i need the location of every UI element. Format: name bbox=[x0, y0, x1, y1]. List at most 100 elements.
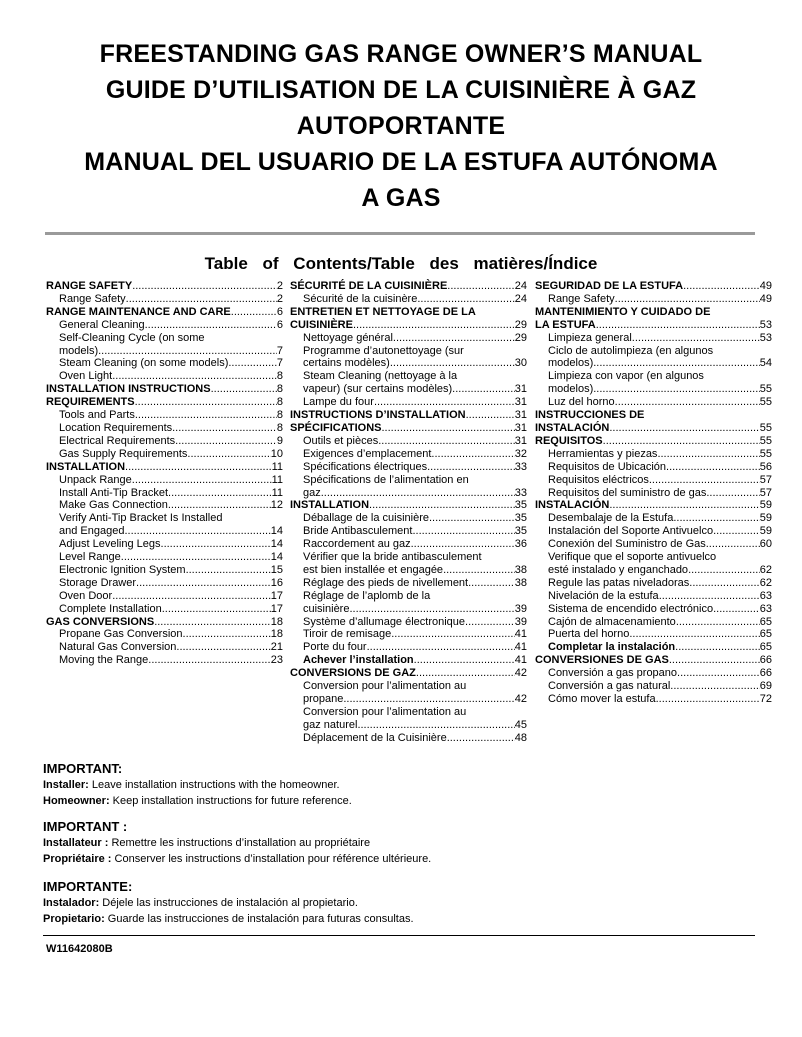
dot-leader bbox=[231, 306, 277, 319]
toc-entry: RANGE SAFETY 2 bbox=[46, 280, 283, 293]
toc-entry: MANTENIMIENTO Y CUIDADO DE bbox=[535, 306, 772, 319]
toc-entry-page: 66 bbox=[759, 667, 772, 680]
toc-entry: esté instalado y enganchado 62 bbox=[535, 564, 772, 577]
toc-entry-page: 48 bbox=[514, 731, 527, 744]
important-heading: IMPORTANT: bbox=[43, 761, 123, 776]
toc-entry-page: 36 bbox=[514, 538, 527, 551]
toc-entry-page: 65 bbox=[759, 628, 772, 641]
important-heading: IMPORTANTE: bbox=[43, 879, 133, 894]
toc-column-french: SÉCURITÉ DE LA CUISINIÈRE24Sécurité de l… bbox=[290, 280, 527, 745]
toc-entry: LA ESTUFA 53 bbox=[535, 319, 772, 332]
dot-leader bbox=[135, 409, 277, 422]
toc-entry-label: ENTRETIEN ET NETTOYAGE DE LA bbox=[290, 305, 476, 318]
toc-entry-page: 32 bbox=[514, 447, 527, 460]
toc-entry-label: Puerta del horno bbox=[548, 628, 630, 641]
toc-entry-label: Electronic Ignition System bbox=[59, 563, 186, 576]
toc-entry: INSTALLATION 35 bbox=[290, 499, 527, 512]
toc-entry: REQUISITOS 55 bbox=[535, 435, 772, 448]
toc-entry-label: modelos) bbox=[548, 357, 594, 370]
dot-leader bbox=[659, 590, 760, 603]
toc-entry: Bride Antibasculement 35 bbox=[290, 525, 527, 538]
toc-entry: Oven Door 17 bbox=[46, 590, 283, 603]
toc-entry-page: 72 bbox=[759, 693, 772, 705]
toc-entry-label: cuisinière bbox=[303, 602, 350, 615]
toc-entry-page: 42 bbox=[514, 693, 527, 705]
toc-entry-page: 42 bbox=[514, 667, 527, 680]
toc-entry-label: Cajón de almacenamiento bbox=[548, 615, 676, 628]
toc-entry: propane 42 bbox=[290, 693, 527, 706]
note-text: Keep installation instructions for futur… bbox=[109, 795, 352, 807]
toc-entry-label: Requisitos eléctricos bbox=[548, 473, 649, 486]
dot-leader bbox=[148, 654, 270, 667]
toc-entry: Steam Cleaning (nettoyage à la bbox=[290, 370, 527, 383]
toc-entry-page: 59 bbox=[759, 499, 772, 512]
dot-leader bbox=[609, 499, 759, 512]
dot-leader bbox=[417, 293, 514, 306]
toc-entry: Natural Gas Conversion 21 bbox=[46, 641, 283, 654]
footer-divider bbox=[43, 935, 755, 936]
toc-entry: Sécurité de la cuisinère 24 bbox=[290, 293, 527, 306]
toc-entry-page: 38 bbox=[514, 576, 527, 589]
toc-entry-page: 60 bbox=[759, 538, 772, 551]
toc-entry: Conversion pour l’alimentation au bbox=[290, 680, 527, 693]
toc-entry-page: 31 bbox=[514, 409, 527, 422]
toc-entry-page: 65 bbox=[759, 641, 772, 654]
toc-entry: Achever l’installation 41 bbox=[290, 654, 527, 667]
toc-entry-label: Spécifications électriques bbox=[303, 460, 428, 473]
toc-entry: SPÉCIFICATIONS 31 bbox=[290, 422, 527, 435]
toc-entry: Exigences d’emplacement 32 bbox=[290, 448, 527, 461]
toc-entry-page: 62 bbox=[759, 576, 772, 589]
note-label: Homeowner: bbox=[43, 795, 110, 807]
toc-entry-label: Conversión a gas propano bbox=[548, 667, 678, 680]
title-line: AUTOPORTANTE bbox=[296, 112, 506, 140]
dot-leader bbox=[603, 435, 760, 448]
toc-entry: Nettoyage général 29 bbox=[290, 332, 527, 345]
toc-entry-label: Limpieza con vapor (en algunos bbox=[548, 370, 704, 383]
toc-entry: Puerta del horno 65 bbox=[535, 628, 772, 641]
toc-entry: Programme d’autonettoyage (sur bbox=[290, 345, 527, 358]
dot-leader bbox=[367, 641, 515, 654]
toc-entry: Raccordement au gaz 36 bbox=[290, 538, 527, 551]
toc-entry-page: 63 bbox=[759, 602, 772, 615]
title-line: MANUAL DEL USUARIO DE LA ESTUFA AUTÓNOMA bbox=[84, 148, 718, 176]
toc-entry-page: 6 bbox=[276, 318, 283, 331]
toc-entry: Réglage de l’aplomb de la bbox=[290, 590, 527, 603]
dot-leader bbox=[349, 603, 514, 616]
toc-entry: Réglage des pieds de nivellement 38 bbox=[290, 577, 527, 590]
important-spanish: IMPORTANTE: Instalador: Déjele las instr… bbox=[43, 879, 414, 927]
dot-leader bbox=[145, 319, 277, 332]
toc-entry-page: 33 bbox=[514, 460, 527, 473]
important-heading: IMPORTANT : bbox=[43, 819, 128, 834]
dot-leader bbox=[161, 538, 271, 551]
toc-entry-label: Ciclo de autolimpieza (en algunos bbox=[548, 344, 714, 357]
dot-leader bbox=[186, 564, 271, 577]
title-line: FREESTANDING GAS RANGE OWNER’S MANUAL bbox=[99, 40, 703, 68]
toc-entry-label: INSTRUCTIONS D’INSTALLATION bbox=[290, 409, 466, 422]
toc-entry: est bien installée et engagée 38 bbox=[290, 564, 527, 577]
dot-leader bbox=[132, 474, 272, 487]
dot-leader bbox=[593, 383, 760, 396]
dot-leader bbox=[121, 551, 271, 564]
toc-entry-page: 35 bbox=[514, 512, 527, 525]
note-label: Installateur : bbox=[43, 837, 109, 849]
dot-leader bbox=[353, 319, 515, 332]
toc-entry: Système d’allumage électronique 39 bbox=[290, 616, 527, 629]
toc-entry: Storage Drawer 16 bbox=[46, 577, 283, 590]
important-english: IMPORTANT: Installer: Leave installation… bbox=[43, 761, 352, 809]
toc-entry-page: 69 bbox=[759, 680, 772, 693]
dot-leader bbox=[669, 654, 760, 667]
toc-entry-page: 62 bbox=[759, 563, 772, 576]
dot-leader bbox=[393, 332, 515, 345]
dot-leader bbox=[675, 641, 760, 654]
dot-leader bbox=[468, 577, 515, 590]
dot-leader bbox=[431, 448, 514, 461]
dot-leader bbox=[677, 667, 760, 680]
toc-entry-label: Steam Cleaning (on some models) bbox=[59, 357, 229, 370]
toc-entry: Level Range 14 bbox=[46, 551, 283, 564]
toc-entry: ENTRETIEN ET NETTOYAGE DE LA bbox=[290, 306, 527, 319]
toc-entry-page: 38 bbox=[514, 563, 527, 576]
dot-leader bbox=[126, 293, 277, 306]
dot-leader bbox=[136, 577, 271, 590]
toc-entry: Conversión a gas propano 66 bbox=[535, 667, 772, 680]
toc-entry: Spécifications électriques 33 bbox=[290, 461, 527, 474]
